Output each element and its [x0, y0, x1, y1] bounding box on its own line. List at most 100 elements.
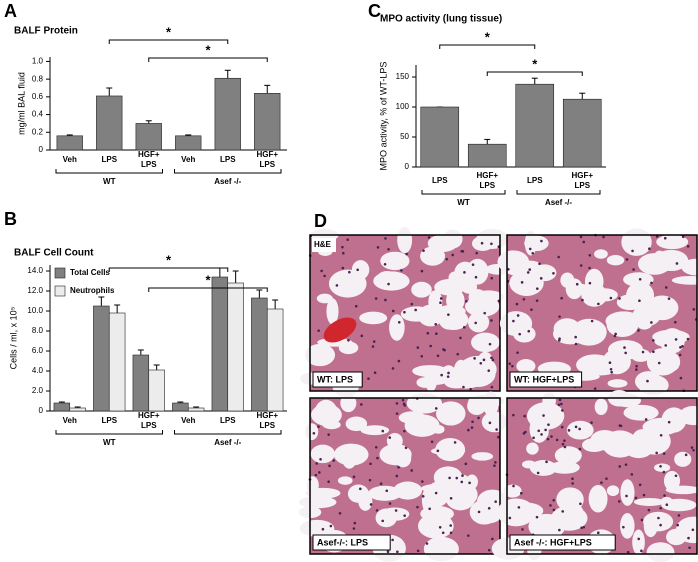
nucleus: [447, 313, 450, 316]
significance-label: *: [166, 24, 172, 39]
nucleus: [488, 342, 492, 346]
group-bracket: [174, 430, 282, 435]
nucleus: [640, 549, 643, 553]
nucleus: [674, 474, 678, 478]
nucleus: [667, 420, 671, 424]
nucleus: [441, 531, 445, 535]
nucleus: [665, 503, 669, 507]
alveolus: [660, 496, 673, 508]
x-tick-label: LPS: [220, 155, 236, 164]
nucleus: [494, 461, 497, 464]
nucleus: [634, 496, 638, 500]
nucleus: [469, 387, 472, 391]
nucleus: [560, 402, 563, 406]
nucleus: [605, 477, 608, 480]
alveolus: [416, 377, 434, 388]
nucleus: [387, 247, 390, 251]
stain-box: [312, 238, 336, 252]
nucleus: [692, 308, 696, 311]
bar: [187, 407, 205, 412]
bar: [214, 77, 241, 151]
group-bracket: [55, 169, 163, 174]
nucleus: [579, 502, 582, 506]
nucleus: [446, 375, 450, 378]
x-tick-label: LPS: [220, 416, 236, 425]
nucleus: [410, 469, 414, 472]
nucleus: [659, 465, 662, 468]
nucleus: [320, 269, 323, 273]
nucleus: [567, 429, 571, 432]
y-tick-label: 0: [39, 145, 44, 154]
nucleus: [517, 506, 521, 509]
nucleus: [387, 282, 390, 286]
alveolus: [623, 435, 654, 459]
nucleus: [395, 412, 399, 415]
nucleus: [647, 508, 651, 512]
alveolus: [466, 258, 489, 285]
y-axis-label: Cells / ml, x 10⁵: [8, 306, 18, 369]
nucleus: [536, 287, 539, 290]
nucleus: [474, 321, 477, 325]
nucleus: [468, 481, 471, 485]
alveolus: [299, 519, 335, 537]
alveolus: [516, 359, 536, 374]
nucleus: [537, 429, 541, 433]
nucleus: [590, 319, 594, 323]
nucleus: [593, 387, 597, 390]
nucleus: [579, 235, 583, 239]
significance-bracket: [486, 71, 583, 76]
nucleus: [360, 334, 364, 338]
nucleus: [436, 354, 440, 358]
red-cells: [323, 317, 357, 343]
alveolus: [606, 485, 620, 497]
alveolus: [467, 396, 487, 416]
significance-label: *: [205, 42, 211, 57]
alveolus: [577, 326, 591, 340]
nucleus: [623, 346, 626, 349]
nucleus: [644, 418, 648, 421]
nucleus: [487, 548, 491, 552]
micrograph: [298, 391, 508, 562]
nucleus: [624, 463, 628, 466]
micrograph: [300, 226, 514, 397]
y-tick-label: 150: [396, 72, 410, 81]
nucleus: [561, 510, 565, 513]
nucleus: [396, 550, 399, 554]
nucleus: [522, 297, 526, 301]
y-tick-label: 0.2: [32, 127, 44, 136]
nucleus: [609, 367, 613, 371]
micrograph-label: Asef -/-: HGF+LPS: [514, 537, 592, 547]
nucleus: [427, 236, 431, 239]
label-box: [312, 371, 363, 388]
alveolus: [304, 343, 336, 367]
nucleus: [673, 320, 677, 324]
x-tick-label: Veh: [63, 416, 77, 425]
nucleus: [428, 507, 431, 511]
alveolus: [652, 329, 690, 344]
alveolus: [678, 405, 698, 426]
nucleus: [528, 247, 532, 251]
alveolus: [389, 314, 405, 341]
nucleus: [462, 385, 465, 389]
nucleus: [327, 433, 330, 436]
nucleus: [416, 549, 420, 553]
nucleus: [439, 297, 443, 300]
nucleus: [490, 242, 493, 246]
nucleus: [522, 432, 526, 435]
y-tick-label: 0.8: [32, 74, 44, 83]
chart-title: BALF Cell Count: [14, 248, 94, 259]
nucleus: [528, 268, 532, 271]
alveolus: [526, 442, 539, 455]
nucleus: [686, 337, 690, 341]
alveolus: [594, 249, 608, 259]
nucleus: [655, 451, 658, 455]
bar: [251, 297, 268, 412]
significance-bracket: [148, 57, 268, 62]
nucleus: [386, 550, 390, 554]
nucleus: [352, 475, 356, 479]
nucleus: [618, 297, 621, 300]
micrograph-label: Asef-/-: LPS: [317, 537, 368, 547]
micrograph: [491, 390, 698, 562]
legend-label: Neutrophils: [70, 286, 115, 295]
nucleus: [552, 271, 555, 275]
